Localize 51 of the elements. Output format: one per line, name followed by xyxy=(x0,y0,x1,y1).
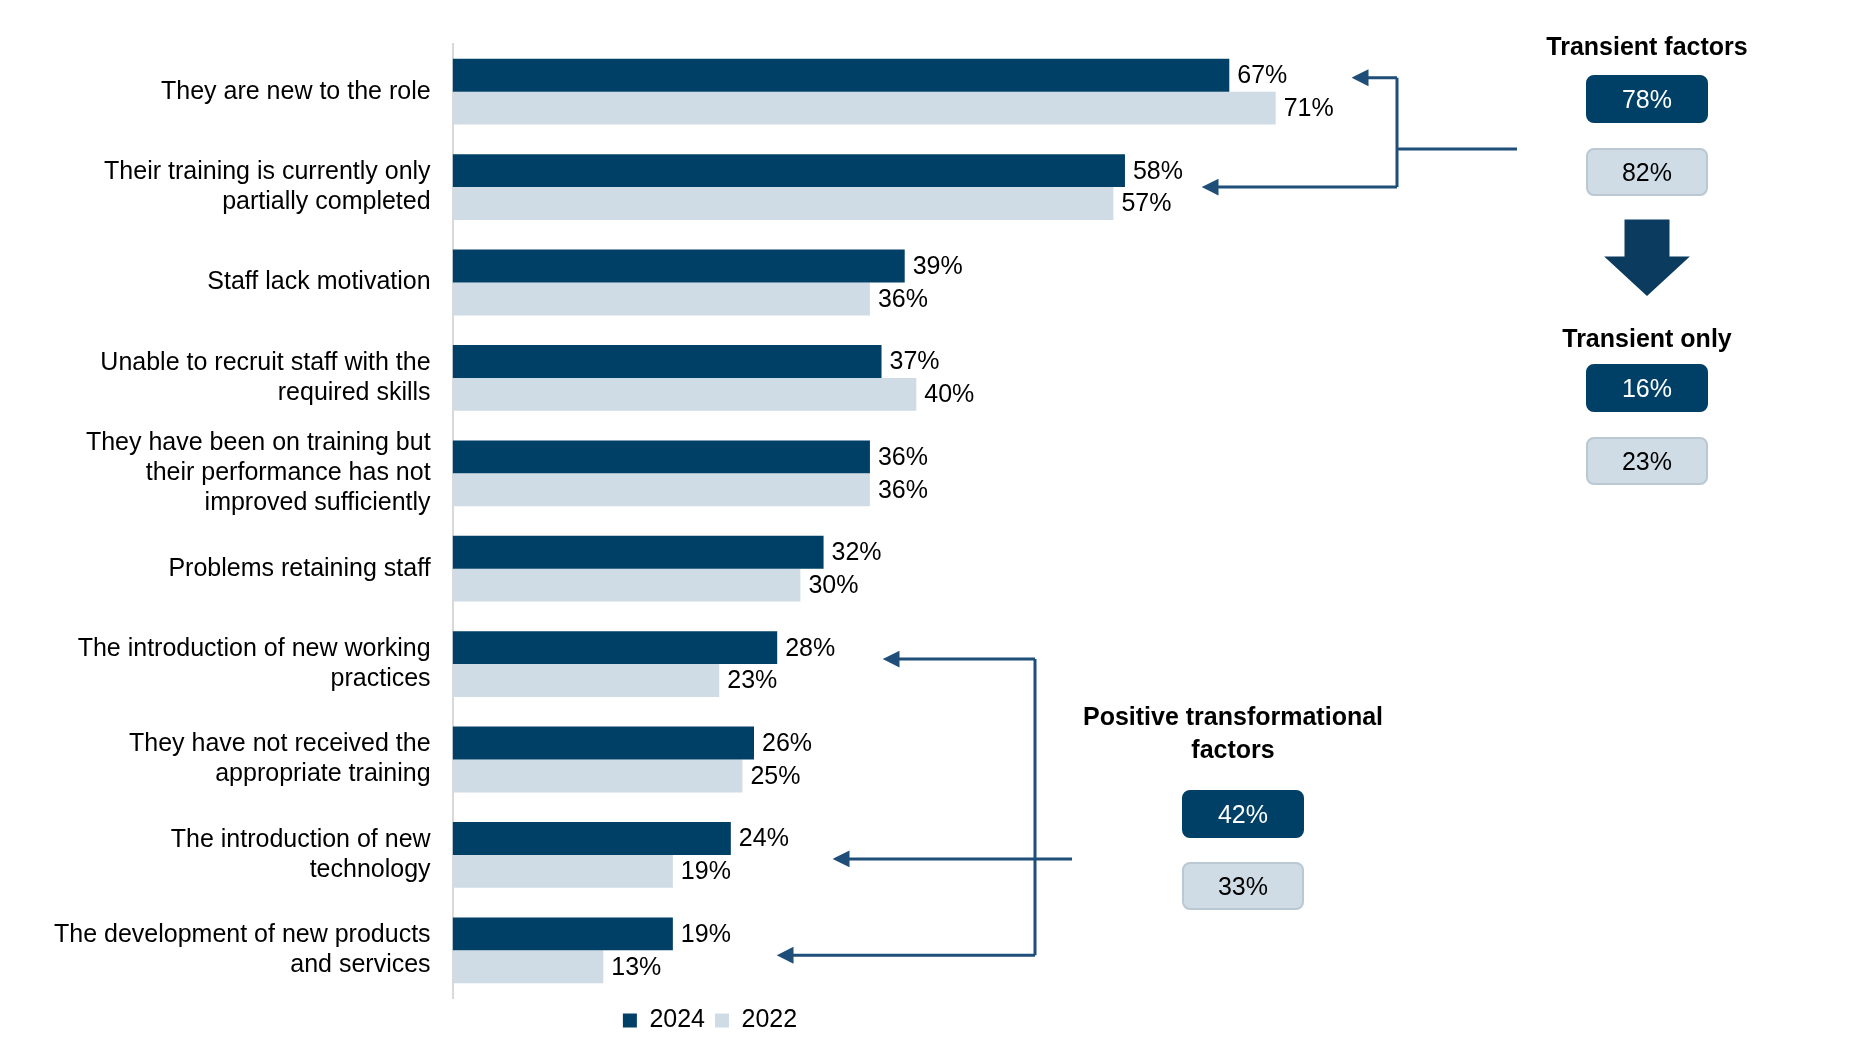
y-tick-label: Unable to recruit staff with the required skills xyxy=(100,346,431,405)
data-label: 30% xyxy=(808,570,859,599)
y-tick-label: Problems retaining staff xyxy=(168,552,431,581)
y-tick-label: They are new to the role xyxy=(161,75,431,104)
text: 82% xyxy=(1586,148,1708,196)
legend-label: 2022 xyxy=(741,1004,798,1033)
y-tick-label: They have not received the appropriate training xyxy=(129,728,431,787)
bar xyxy=(452,249,905,283)
text: 23% xyxy=(1586,437,1708,485)
data-label: 19% xyxy=(680,918,731,947)
text: Transient only xyxy=(1561,323,1733,354)
legend-label: 2024 xyxy=(649,1004,706,1033)
bar xyxy=(452,58,1230,92)
data-label: 58% xyxy=(1132,155,1184,184)
data-label: 28% xyxy=(785,632,836,661)
text: Transient factors xyxy=(1545,31,1749,62)
data-label: 37% xyxy=(889,346,940,375)
data-label: 57% xyxy=(1121,188,1172,217)
text: 16% xyxy=(1586,364,1708,412)
data-label: 71% xyxy=(1283,93,1334,122)
data-label: 32% xyxy=(831,537,882,566)
data-label: 26% xyxy=(762,727,813,756)
data-label: 13% xyxy=(611,951,662,980)
data-label: 23% xyxy=(727,665,778,694)
annotation: Positive transformational factors xyxy=(1081,701,1385,765)
y-tick-label: Staff lack motivation xyxy=(207,266,431,295)
text: 78% xyxy=(1586,75,1708,123)
y-tick-label: The development of new products and services xyxy=(53,919,431,978)
data-label: 36% xyxy=(877,474,928,503)
bar xyxy=(452,440,870,474)
data-label: 25% xyxy=(750,760,801,789)
bar xyxy=(452,154,1125,188)
annotation: 42% xyxy=(1182,790,1304,838)
data-label: 40% xyxy=(924,379,975,408)
data-label: 19% xyxy=(680,856,731,885)
y-tick-label: They have been on training but their performance has not improved sufficiently xyxy=(85,427,432,516)
bar xyxy=(452,344,882,378)
data-label: 67% xyxy=(1237,60,1288,89)
bar xyxy=(452,821,731,855)
data-label: 39% xyxy=(912,250,963,279)
bar xyxy=(452,631,778,665)
data-label: 36% xyxy=(877,441,928,470)
bar xyxy=(452,917,673,951)
data-label: 36% xyxy=(877,283,928,312)
y-tick-label: Their training is currently only partially completed xyxy=(104,155,432,214)
bar xyxy=(452,726,755,760)
bar xyxy=(452,535,824,569)
y-tick-label: The introduction of new working practices xyxy=(77,632,431,691)
data-label: 24% xyxy=(738,823,789,852)
y-tick-label: The introduction of new technology xyxy=(170,823,432,882)
annotation: 33% xyxy=(1182,862,1304,910)
